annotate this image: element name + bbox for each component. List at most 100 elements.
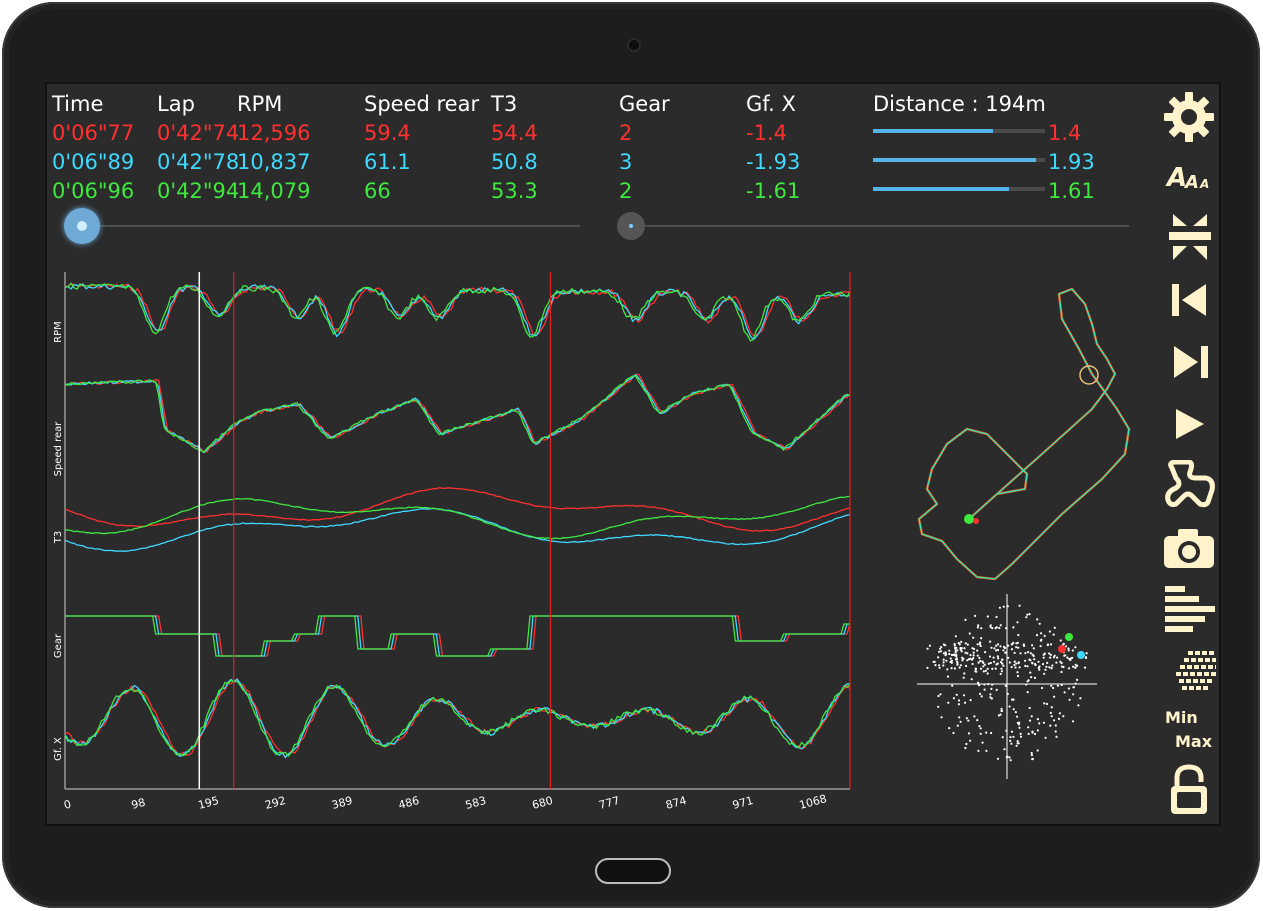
font-size-icon[interactable]: A A A [1165,156,1215,200]
gg-point [977,661,980,664]
zoom-slider-thumb[interactable] [617,212,645,240]
gg-point [998,626,1001,630]
scatter-icon[interactable] [1162,644,1219,698]
row-green-lap: 0'42"94 [157,179,240,203]
collapse-icon[interactable] [1167,212,1213,266]
gg-point [1060,683,1063,687]
gg-point [1016,715,1019,718]
gg-point [1067,687,1070,690]
gg-point [1027,726,1030,729]
gg-point [1009,736,1012,739]
gg-point [945,659,948,662]
gg-point [1018,666,1021,669]
max-label: Max [1175,732,1213,751]
gear-icon[interactable] [1162,90,1216,148]
unlock-icon[interactable] [1169,764,1209,820]
gfx-bar-green-fill [873,187,1009,191]
gg-point [1016,621,1019,624]
gg-point [976,649,979,652]
gg-point [1050,715,1053,718]
gg-point [946,668,949,671]
gg-point [1074,682,1077,685]
gg-point [1030,676,1033,679]
gg-point [999,624,1002,627]
gg-point [984,669,987,672]
zoom-slider-track[interactable] [617,225,1129,227]
gg-point [1012,641,1015,644]
gg-point [1056,656,1059,659]
series-label-t3: T3 [53,531,64,544]
gg-point [1054,724,1057,727]
front-camera [627,38,641,52]
gg-point [964,746,967,750]
gg-point [1006,605,1009,608]
gg-point [1010,742,1013,745]
gg-point [1025,683,1028,686]
gg-point [964,664,968,668]
row-cyan-gfx: -1.93 [746,150,801,174]
gg-point [1072,686,1075,689]
gg-point [1031,730,1034,733]
gg-point [991,683,994,686]
svg-text:A: A [1165,163,1187,193]
gg-point [1059,639,1062,642]
gg-point [1031,644,1034,647]
gg-point [955,693,958,696]
gg-point [944,644,947,647]
track-map[interactable] [867,279,1147,584]
position-slider-track[interactable] [65,225,580,227]
series-gfx-line [64,677,851,759]
gg-point [1016,742,1019,745]
gg-point [999,672,1002,676]
gg-point [981,741,984,744]
gg-point [957,703,960,706]
gg-point [980,695,983,698]
gg-point [1008,705,1011,708]
gg-point [1045,702,1049,706]
gg-point [1053,719,1056,722]
gg-point [1018,604,1021,607]
gg-point [1000,709,1003,713]
gg-point [954,658,958,661]
telemetry-chart[interactable]: 0 98 195 292 389 486 583 680 777 874 971 1068 RPM S… [47,264,862,824]
position-slider-thumb[interactable] [64,208,100,244]
gg-point [956,724,959,727]
bar-chart-icon[interactable] [1163,584,1217,638]
gg-point [1015,662,1018,665]
gg-point [939,647,942,650]
skip-forward-icon[interactable] [1170,342,1210,386]
skip-back-icon[interactable] [1170,280,1210,324]
home-button[interactable] [595,858,671,884]
gg-point [1001,658,1004,661]
gg-point [1029,652,1032,655]
gg-point [939,693,942,696]
series-t3-line [64,507,851,552]
gg-point [1024,664,1027,668]
gg-point [982,670,985,673]
gfx-bar-cyan [873,158,1045,162]
gg-point [945,653,948,656]
gg-point [1002,645,1006,648]
series-label-gfx: Gf. X [53,737,64,761]
gg-point [1045,665,1048,668]
gg-point [1027,651,1030,654]
gg-point [991,627,994,630]
gg-point [1046,643,1050,646]
gg-point [982,661,985,664]
gg-point [950,667,953,670]
track-icon[interactable] [1162,459,1216,512]
gg-point [1057,717,1061,720]
gg-point [953,653,956,656]
gg-point [1062,665,1065,669]
header-speed-rear: Speed rear [364,92,480,116]
gg-point [1015,744,1018,747]
gg-point [1042,656,1045,659]
min-max-icon[interactable]: Min Max [1165,708,1219,754]
gg-point [966,643,969,646]
gg-point [1054,730,1057,733]
gg-point [1011,698,1014,701]
play-icon[interactable] [1172,406,1208,446]
camera-icon[interactable] [1162,526,1216,574]
gg-point [990,697,993,700]
gg-point [974,668,977,671]
